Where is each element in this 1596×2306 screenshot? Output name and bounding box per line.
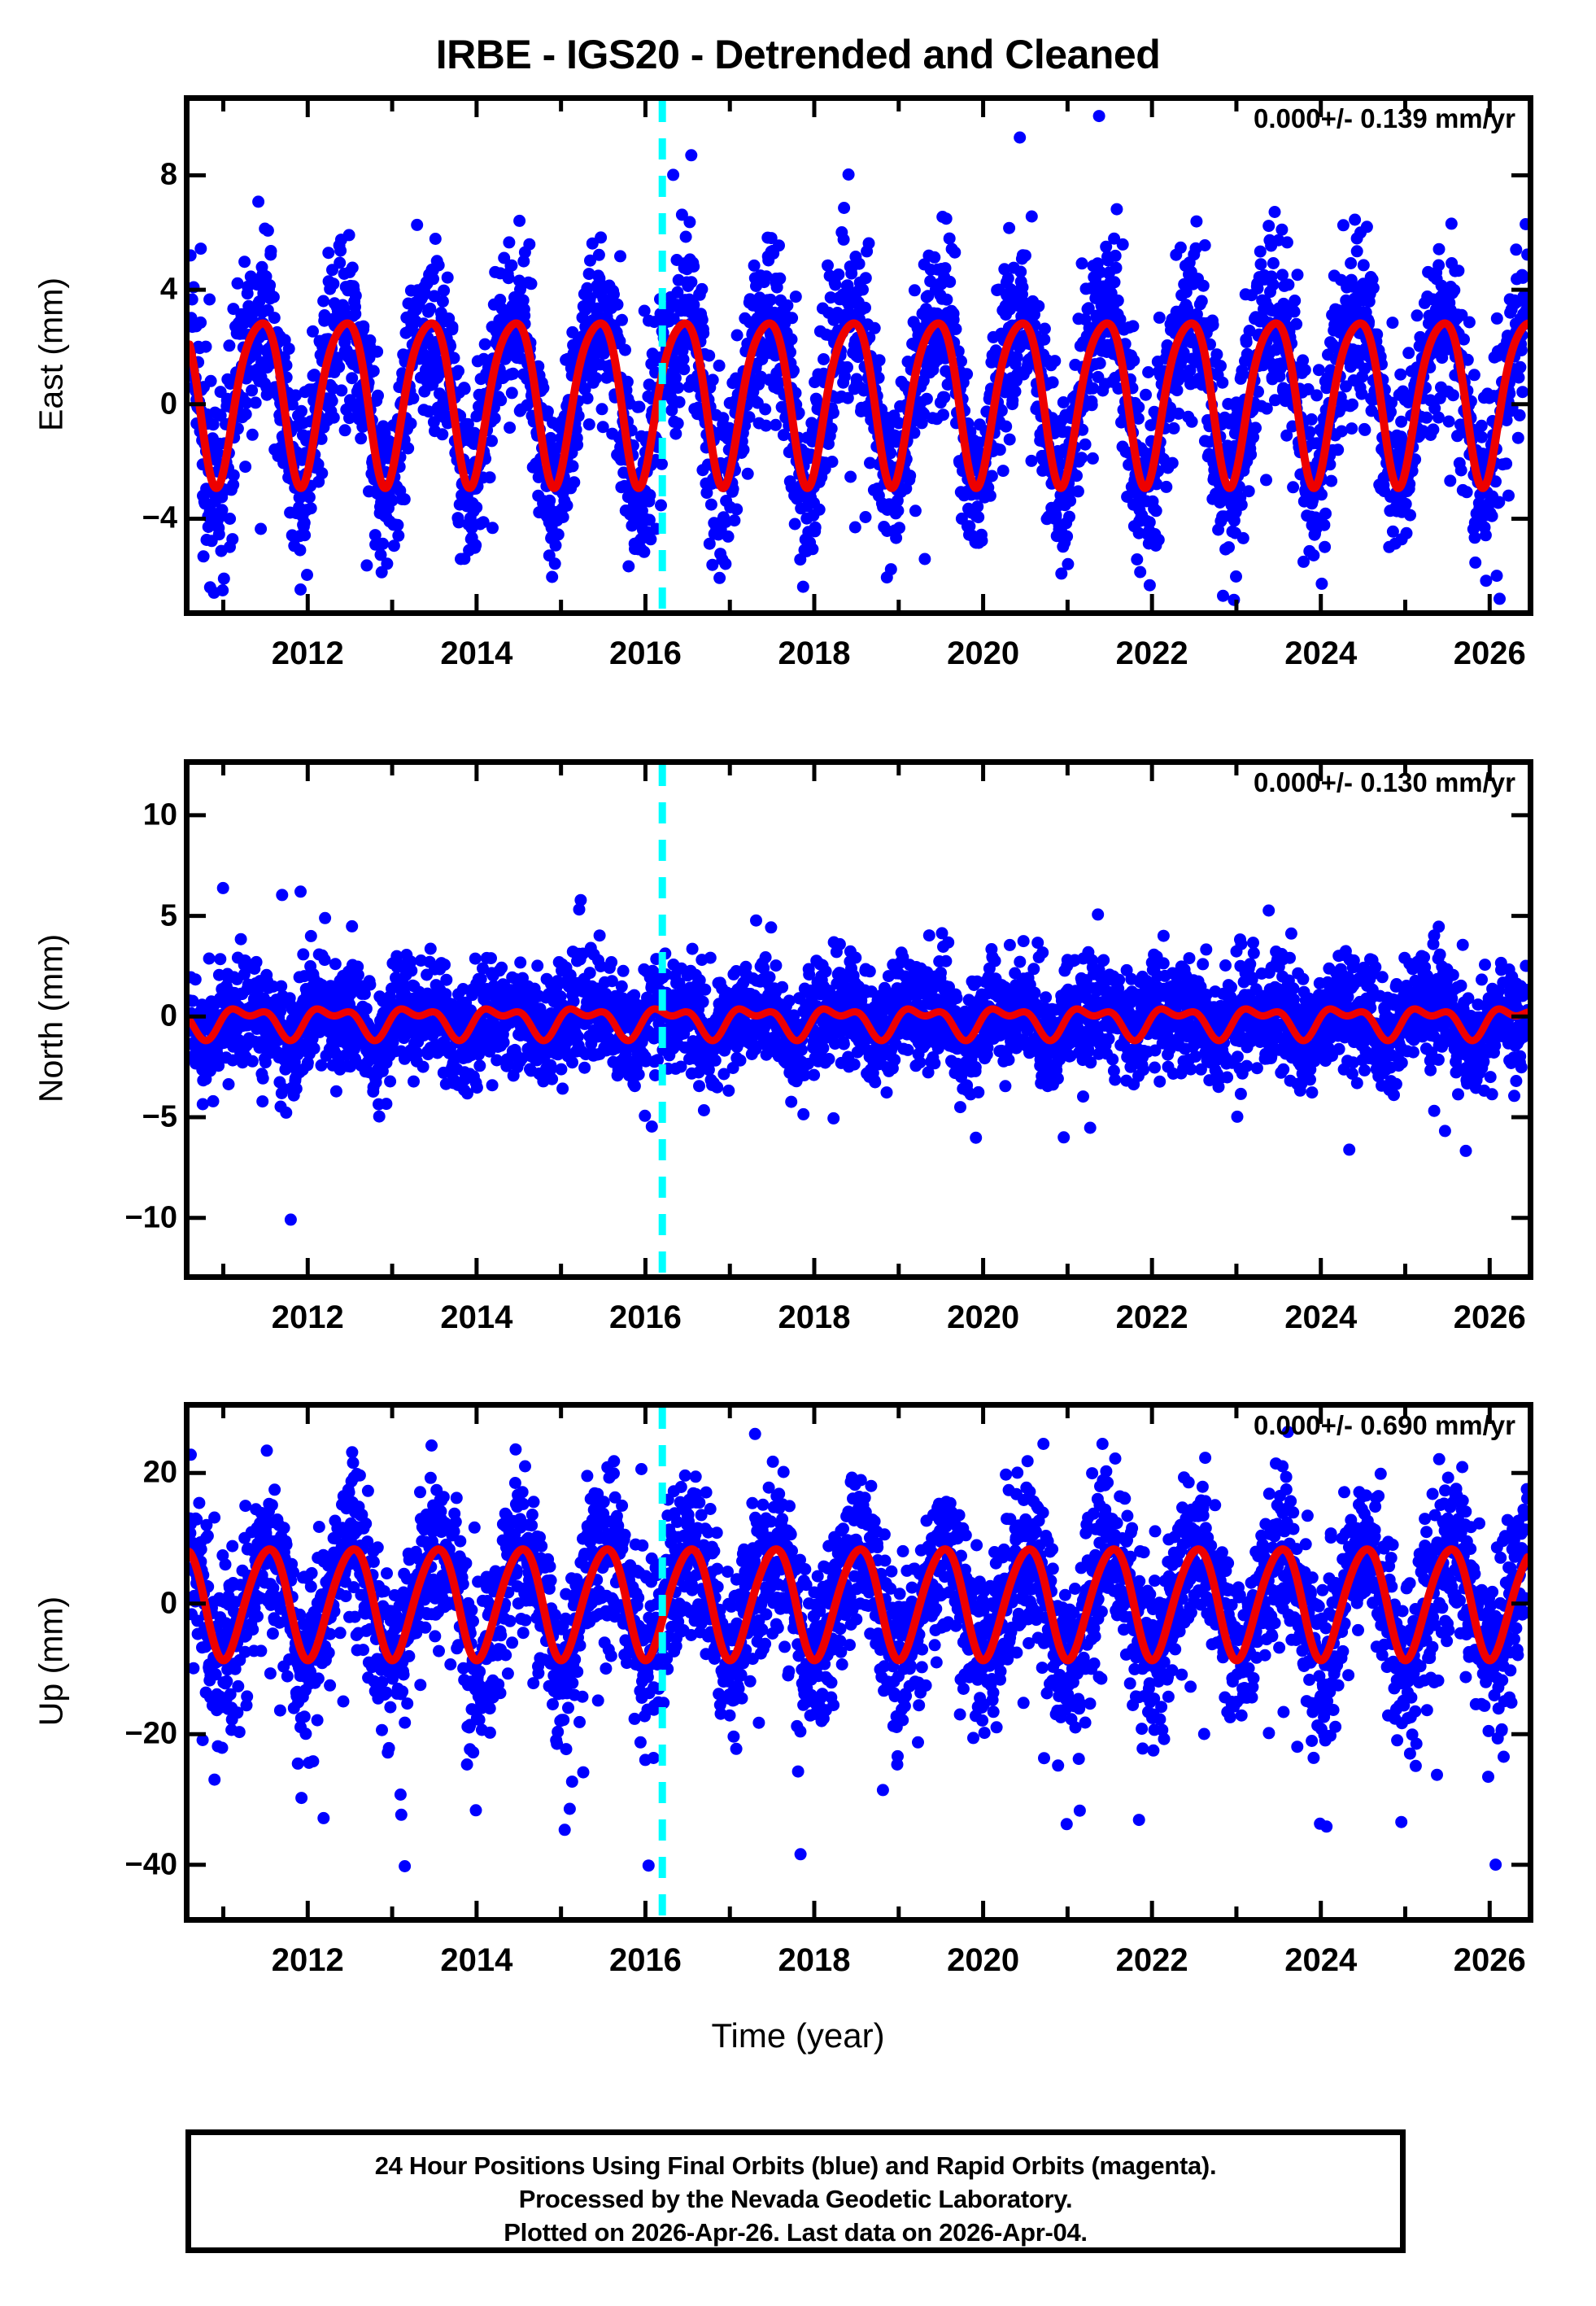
xtick-label: 2016	[608, 635, 682, 671]
footer-line-1: 24 Hour Positions Using Final Orbits (bl…	[374, 2151, 1217, 2180]
xtick-label: 2018	[778, 1942, 851, 1978]
ytick-label: −4	[142, 500, 177, 535]
panel-up-plot	[190, 1408, 1528, 1917]
xtick-label: 2016	[608, 1942, 682, 1978]
panel-north-plot	[190, 765, 1528, 1274]
xtick-label: 2012	[271, 1299, 344, 1335]
x-axis-title: Time (year)	[711, 2016, 885, 2055]
xtick-label: 2014	[440, 1942, 513, 1978]
ytick-label: −10	[124, 1200, 177, 1235]
xtick-label: 2024	[1284, 1942, 1358, 1978]
xtick-label: 2022	[1115, 1942, 1188, 1978]
xtick-label: 2026	[1453, 1299, 1526, 1335]
panel-up: 0.000+/- 0.690 mm/yr	[184, 1402, 1533, 1923]
panel-east-axis-title: East (mm)	[32, 277, 70, 432]
panel-north-rate-annotation: 0.000+/- 0.130 mm/yr	[1254, 767, 1515, 797]
ytick-label: 8	[159, 157, 177, 192]
xtick-label: 2012	[271, 635, 344, 671]
xtick-label: 2024	[1284, 635, 1358, 671]
footer-caption-box: 24 Hour Positions Using Final Orbits (bl…	[185, 2129, 1406, 2253]
panel-north-axis-title: North (mm)	[32, 933, 70, 1103]
ytick-label: 20	[142, 1455, 177, 1490]
xtick-label: 2014	[440, 1299, 513, 1335]
xtick-label: 2014	[440, 635, 513, 671]
xtick-label: 2022	[1115, 1299, 1188, 1335]
xtick-label: 2012	[271, 1942, 344, 1978]
ytick-label: 10	[142, 797, 177, 832]
xtick-label: 2020	[947, 1299, 1020, 1335]
panel-north: 0.000+/- 0.130 mm/yr	[184, 759, 1533, 1280]
xtick-label: 2020	[947, 635, 1020, 671]
ytick-label: 4	[159, 272, 177, 307]
xtick-label: 2022	[1115, 635, 1188, 671]
xtick-label: 2018	[778, 1299, 851, 1335]
xtick-label: 2026	[1453, 1942, 1526, 1978]
ytick-label: −40	[124, 1847, 177, 1882]
panel-east-rate-annotation: 0.000+/- 0.139 mm/yr	[1254, 103, 1515, 133]
panel-east-plot	[190, 101, 1528, 610]
xtick-label: 2026	[1453, 635, 1526, 671]
ytick-label: −20	[124, 1716, 177, 1751]
ytick-label: 0	[159, 387, 177, 421]
xtick-label: 2018	[778, 635, 851, 671]
xtick-label: 2016	[608, 1299, 682, 1335]
panel-east: 0.000+/- 0.139 mm/yr	[184, 95, 1533, 616]
ytick-label: −5	[142, 1099, 177, 1134]
ytick-label: 0	[159, 1586, 177, 1621]
xtick-label: 2020	[947, 1942, 1020, 1978]
ytick-label: 0	[159, 998, 177, 1033]
page-title: IRBE - IGS20 - Detrended and Cleaned	[435, 32, 1161, 77]
ytick-label: 5	[159, 898, 177, 933]
footer-line-3: Plotted on 2026-Apr-26. Last data on 202…	[504, 2218, 1088, 2247]
xtick-label: 2024	[1284, 1299, 1358, 1335]
panel-up-axis-title: Up (mm)	[32, 1596, 70, 1727]
footer-line-2: Processed by the Nevada Geodetic Laborat…	[518, 2185, 1073, 2214]
panel-up-rate-annotation: 0.000+/- 0.690 mm/yr	[1254, 1410, 1515, 1440]
